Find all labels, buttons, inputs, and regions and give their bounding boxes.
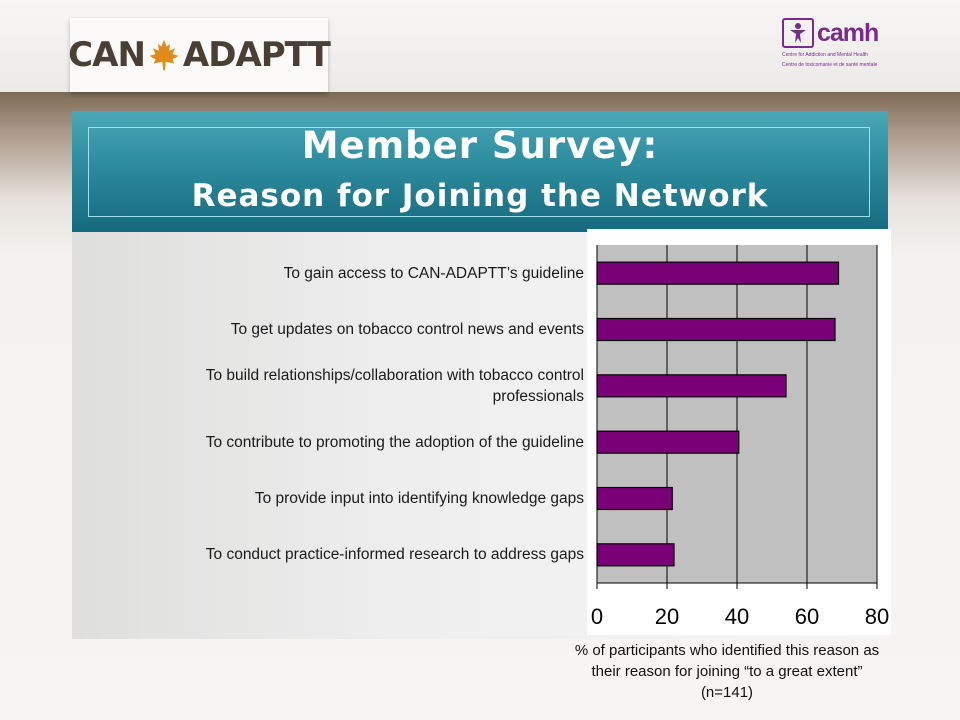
x-tick-label: 80 <box>865 604 889 629</box>
x-axis-label-line: % of participants who identified this re… <box>574 642 880 659</box>
x-axis-label-line: their reason for joining “to a great ext… <box>591 663 863 680</box>
camh-logo: camh Centre for Addiction and Mental Hea… <box>782 18 892 86</box>
x-tick-label: 20 <box>655 604 679 629</box>
title-frame <box>88 127 870 217</box>
x-tick-label: 60 <box>795 604 819 629</box>
can-adaptt-logo: CAN ADAPTT <box>68 18 331 92</box>
category-label-line: To contribute to promoting the adoption … <box>205 433 584 451</box>
x-tick-label: 40 <box>725 604 749 629</box>
category-label-line: To get updates on tobacco control news a… <box>230 321 584 338</box>
category-label-line: To provide input into identifying knowle… <box>254 490 584 507</box>
title-panel <box>72 111 888 233</box>
camh-figure-icon <box>782 18 814 48</box>
category-label: To conduct practice-informed research to… <box>206 544 584 565</box>
category-label: To get updates on tobacco control news a… <box>231 319 584 340</box>
camh-wordmark: camh <box>817 18 879 47</box>
category-label-line: professionals <box>492 387 584 405</box>
category-label-line: To gain access to CAN-ADAPTT’s guideline <box>283 264 584 282</box>
camh-subtitle-en: Centre for Addiction and Mental Health <box>782 52 868 58</box>
category-label-line: To build relationships/collaboration wit… <box>205 366 584 384</box>
bar <box>596 486 673 511</box>
x-axis-label: % of participants who identified this re… <box>520 640 934 703</box>
logo-text-left: CAN <box>68 35 146 75</box>
category-label: To contribute to promoting the adoption … <box>206 432 584 453</box>
category-label-line: To conduct practice-informed research to… <box>205 546 584 564</box>
category-label: To build relationships/collaboration wit… <box>206 365 584 407</box>
camh-subtitle-fr: Centre de toxicomanie et de santé mental… <box>782 62 878 68</box>
slide-subtitle: Reason for Joining the Network <box>191 178 769 214</box>
bar <box>596 317 836 342</box>
bar <box>596 543 675 567</box>
logo-text-right: ADAPTT <box>182 35 331 75</box>
category-label: To gain access to CAN-ADAPTT’s guideline <box>284 263 584 284</box>
bar <box>596 430 740 454</box>
x-tick-label: 0 <box>591 604 603 629</box>
maple-leaf-icon <box>149 39 179 71</box>
x-axis-label-line: (n=141) <box>700 684 754 701</box>
bar <box>596 374 787 398</box>
slide-title: Member Survey: <box>301 124 659 167</box>
bar <box>596 261 840 285</box>
category-label: To provide input into identifying knowle… <box>255 488 584 509</box>
